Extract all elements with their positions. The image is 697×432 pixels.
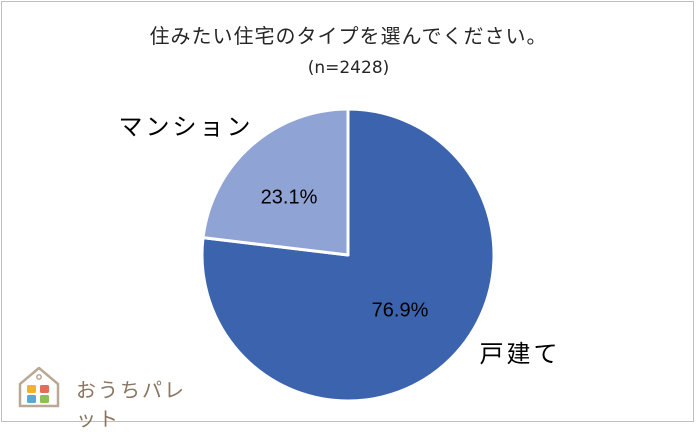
chart-subtitle: (n=2428) [307, 58, 390, 78]
chart-title: 住みたい住宅のタイプを選んでください。 [149, 24, 548, 48]
slice-value-label-1: 23.1% [261, 186, 318, 208]
pie-slice-1 [201, 107, 350, 257]
slice-category-label-0: 戸建て [480, 340, 561, 368]
slice-category-label-1: マンション [119, 113, 254, 141]
slice-value-label-0: 76.9% [372, 299, 429, 321]
brand-logo-text: おうちパレット [76, 378, 186, 431]
brand-logo: おうちパレット [16, 364, 196, 431]
house-icon [18, 366, 60, 408]
